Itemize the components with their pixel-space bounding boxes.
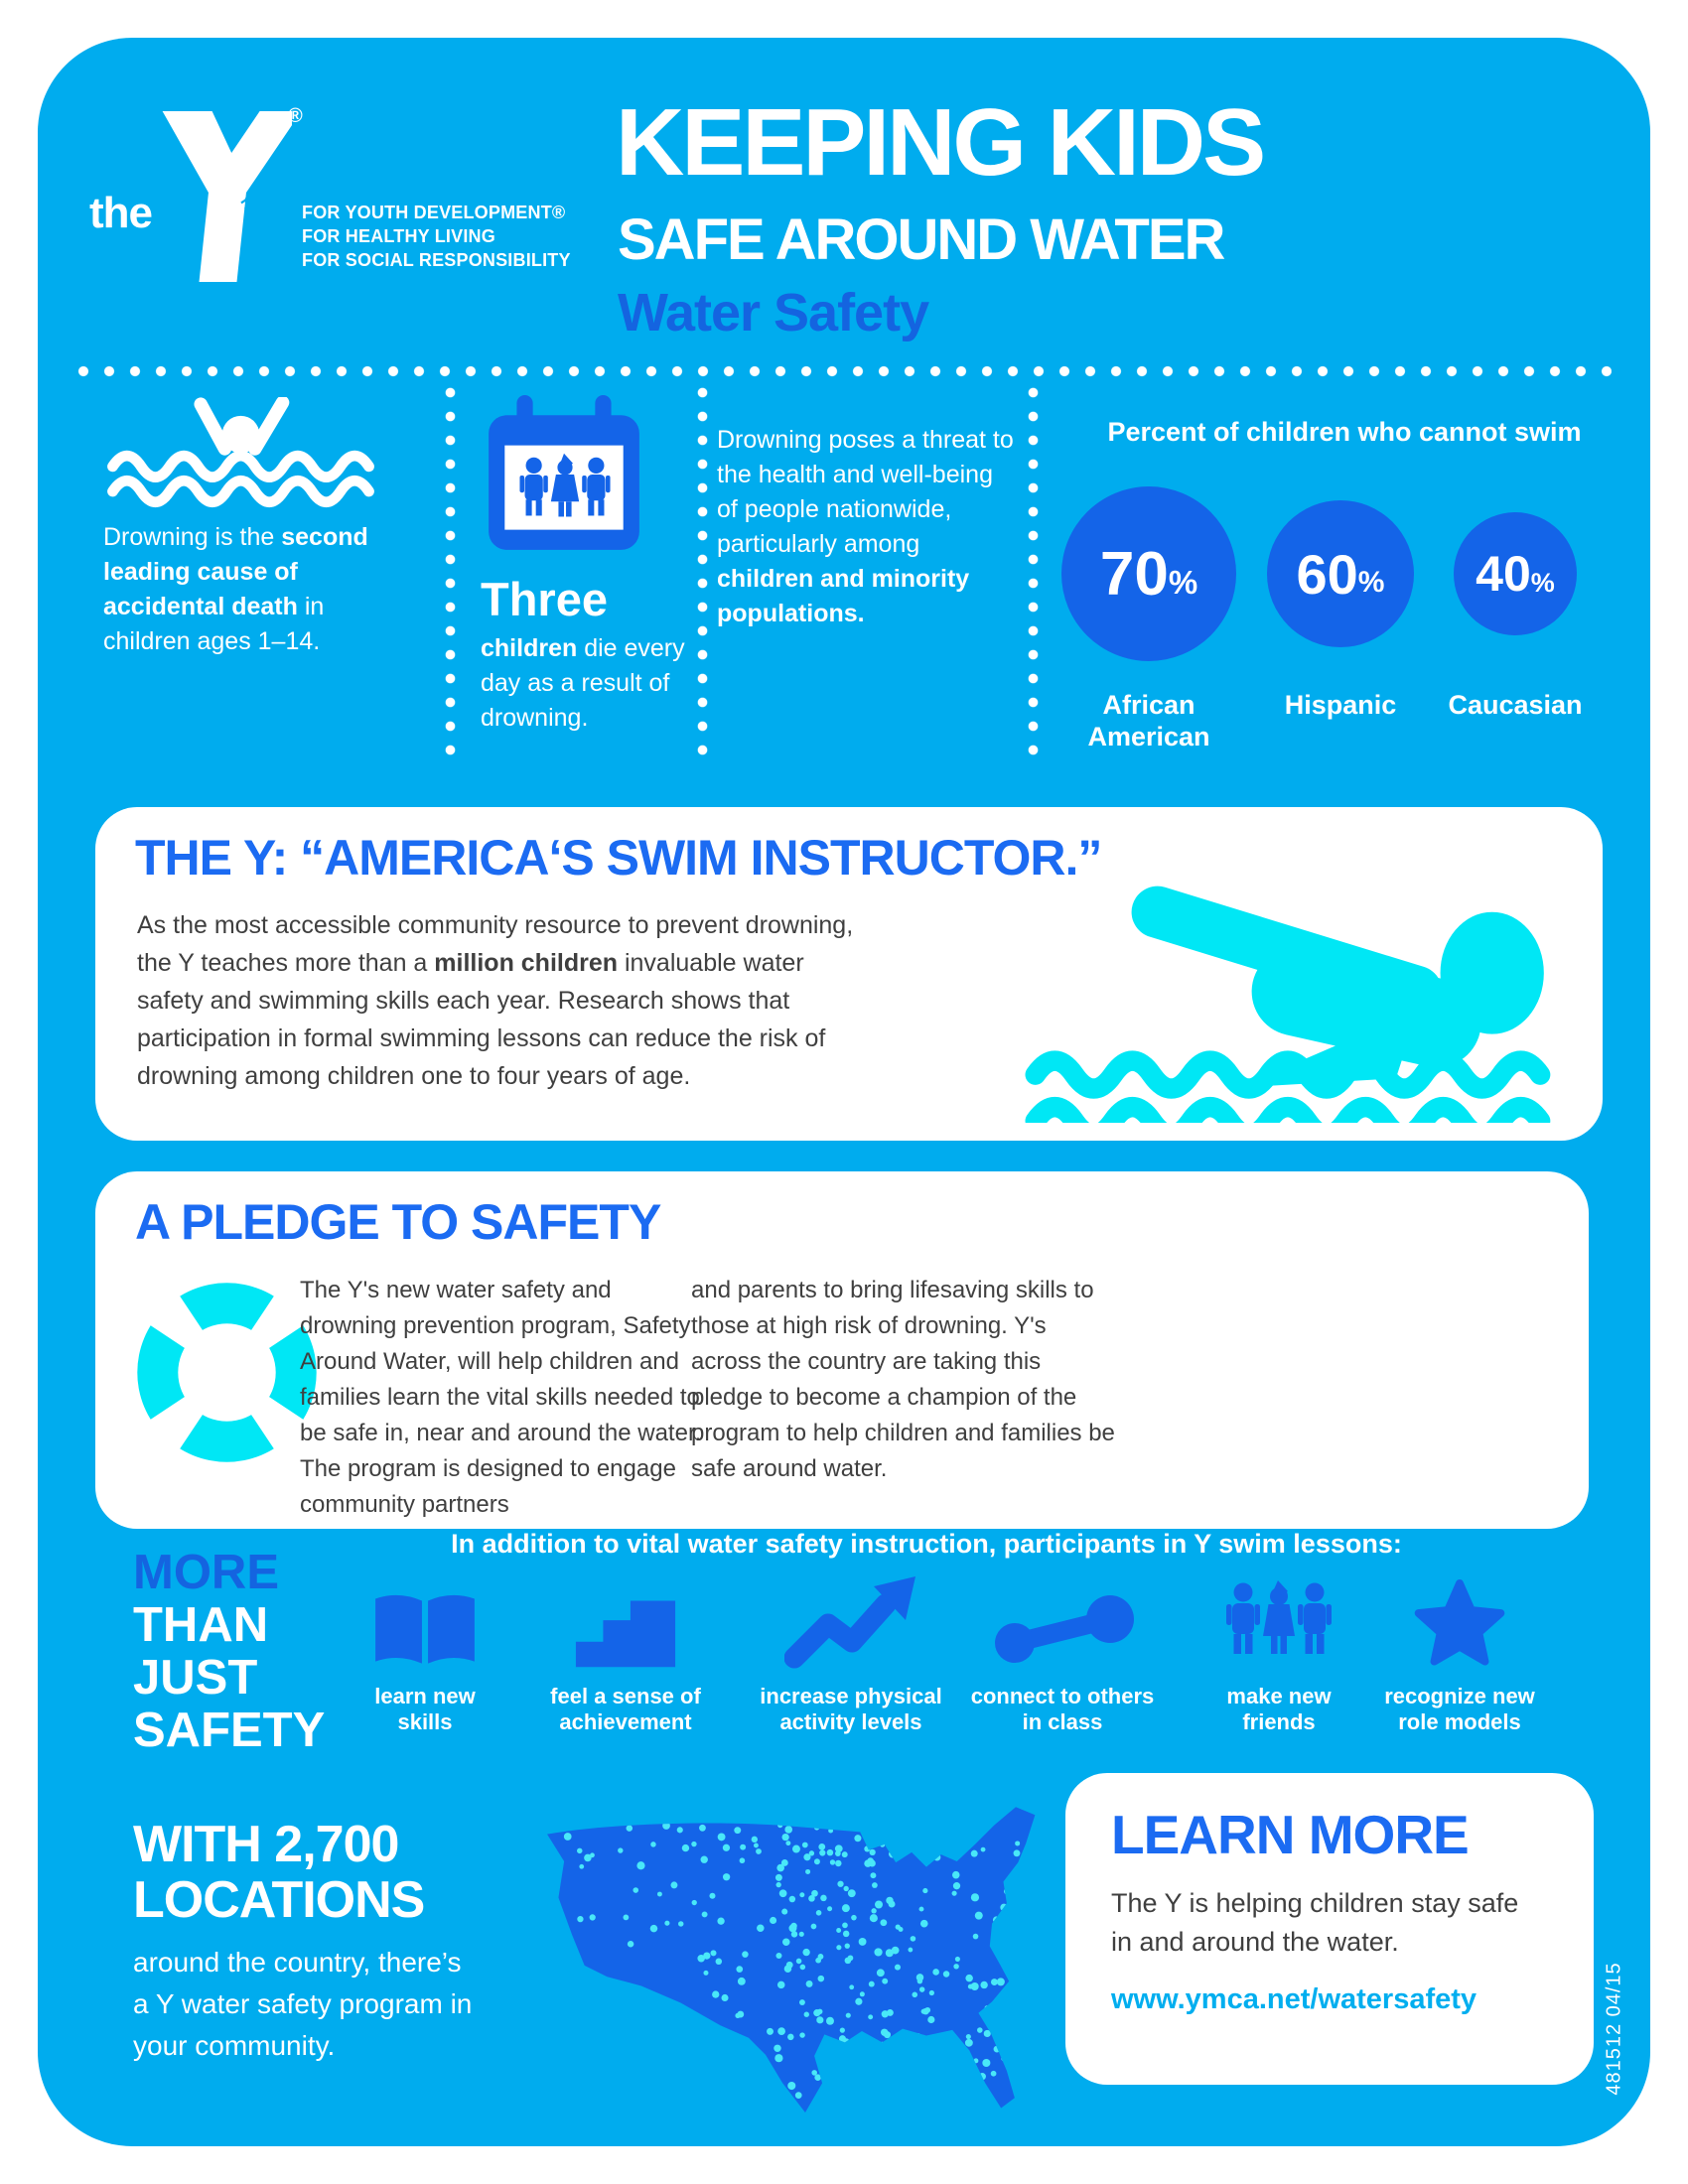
tagline: FOR HEALTHY LIVING — [302, 226, 495, 246]
stat-value: 40 — [1476, 546, 1531, 602]
pledge-column-2: and parents to bring lifesaving skills t… — [691, 1277, 1115, 1482]
percent-sign: % — [1530, 567, 1555, 598]
stat-value: 60 — [1296, 542, 1358, 606]
swim-instructor-body: As the most accessible community resourc… — [137, 911, 854, 1090]
benefit-label: connect to others in class — [970, 1684, 1155, 1734]
stat-label: Hispanic — [1284, 690, 1397, 720]
benefit-connect: connect to others in class — [961, 1578, 1164, 1735]
pledge-heading: A PLEDGE TO SAFETY — [135, 1194, 661, 1250]
stat-label: African American — [1087, 690, 1210, 752]
percent-sign: % — [1357, 566, 1385, 599]
swim-instructor-heading: THE Y: “AMERICA‘S SWIM INSTRUCTOR.” — [135, 830, 1102, 886]
benefit-learn-skills: learn new skills — [324, 1578, 526, 1735]
stat-label: Caucasian — [1448, 690, 1583, 720]
benefit-achievement: feel a sense of achievement — [524, 1578, 727, 1735]
pledge-section: A PLEDGE TO SAFETY The Y's new water saf… — [95, 1171, 1589, 1529]
tagline: FOR SOCIAL RESPONSIBILITY — [302, 250, 571, 270]
blue-card: the YMCA ® FOR YOUTH DEVELOPMENT® FOR HE… — [38, 38, 1650, 2146]
stat-circle-caucasian: 40% — [1454, 512, 1577, 635]
page-subtitle: Water Safety — [618, 283, 929, 342]
ymca-taglines: FOR YOUTH DEVELOPMENT® FOR HEALTHY LIVIN… — [302, 201, 571, 272]
benefit-role-models: recognize new role models — [1358, 1578, 1561, 1735]
page-title-line2: SAFE AROUND WATER — [618, 207, 1225, 272]
fact-drowning-cause: Drowning is the second leading cause of … — [103, 523, 368, 655]
benefit-activity: increase physical activity levels — [750, 1576, 952, 1735]
side-title-rest: THAN JUST SAFETY — [133, 1598, 326, 1757]
dumbbell-icon — [995, 1595, 1134, 1663]
learn-more-section: LEARN MORE The Y is helping children sta… — [1065, 1773, 1594, 2085]
stat-value: 70 — [1099, 539, 1169, 609]
benefit-label: recognize new role models — [1384, 1684, 1535, 1734]
page-title-line1: KEEPING KIDS — [616, 89, 1266, 196]
usa-locations-map — [547, 1807, 1036, 2114]
swim-instructor-section: THE Y: “AMERICA‘S SWIM INSTRUCTOR.” As t… — [95, 807, 1603, 1141]
percent-sign: % — [1168, 564, 1198, 601]
stairs-icon — [575, 1600, 676, 1668]
trend-arrow-icon — [784, 1576, 915, 1669]
fact-three-number: Three — [481, 573, 608, 625]
ymca-y-logo-icon: YMCA — [162, 111, 292, 282]
registered-mark: ® — [288, 105, 303, 127]
cannot-swim-title: Percent of children who cannot swim — [1107, 417, 1582, 447]
children-icon — [1226, 1580, 1332, 1654]
benefit-label: make new friends — [1226, 1684, 1332, 1734]
lifesaver-ring-icon — [137, 1283, 317, 1462]
dotted-separator — [445, 387, 456, 756]
drowning-swimmer-icon — [107, 397, 374, 508]
benefit-label: learn new skills — [374, 1684, 476, 1734]
learn-more-heading: LEARN MORE — [1111, 1804, 1470, 1865]
benefit-friends: make new friends — [1178, 1578, 1380, 1735]
calendar-children-icon — [489, 395, 639, 550]
more-than-just-safety-title: MORE THAN JUST SAFETY — [133, 1547, 325, 1757]
dotted-separator — [1028, 387, 1039, 756]
print-code: 481512 04/15 — [1603, 1962, 1625, 2096]
benefits-heading: In addition to vital water safety instru… — [451, 1529, 1402, 1559]
stat-circle-african-american: 70% — [1061, 486, 1236, 661]
star-icon — [1414, 1578, 1505, 1666]
benefit-label: feel a sense of achievement — [550, 1684, 701, 1734]
locations-title: WITH 2,700 LOCATIONS — [133, 1816, 425, 1930]
book-icon — [375, 1594, 475, 1664]
tagline: FOR YOUTH DEVELOPMENT® — [302, 203, 566, 222]
fact-drowning-threat: Drowning poses a threat to the health an… — [717, 426, 1014, 627]
freestyle-swimmer-icon — [1025, 886, 1551, 1123]
locations-body: around the country, there’s a Y water sa… — [133, 1947, 473, 2061]
ymca-logo-the: the — [89, 189, 153, 237]
water-safety-link[interactable]: www.ymca.net/watersafety — [1111, 1983, 1477, 2015]
dotted-separator — [697, 387, 708, 756]
side-title-accent: MORE — [133, 1546, 279, 1599]
stat-circle-hispanic: 60% — [1267, 500, 1414, 647]
benefit-label: increase physical activity levels — [760, 1684, 942, 1734]
dotted-divider — [77, 365, 1612, 377]
pledge-column-1: The Y's new water safety and drowning pr… — [300, 1277, 702, 1518]
learn-more-body: The Y is helping children stay safe in a… — [1111, 1888, 1519, 1958]
fact-children-die: children die every day as a result of dr… — [481, 634, 685, 732]
